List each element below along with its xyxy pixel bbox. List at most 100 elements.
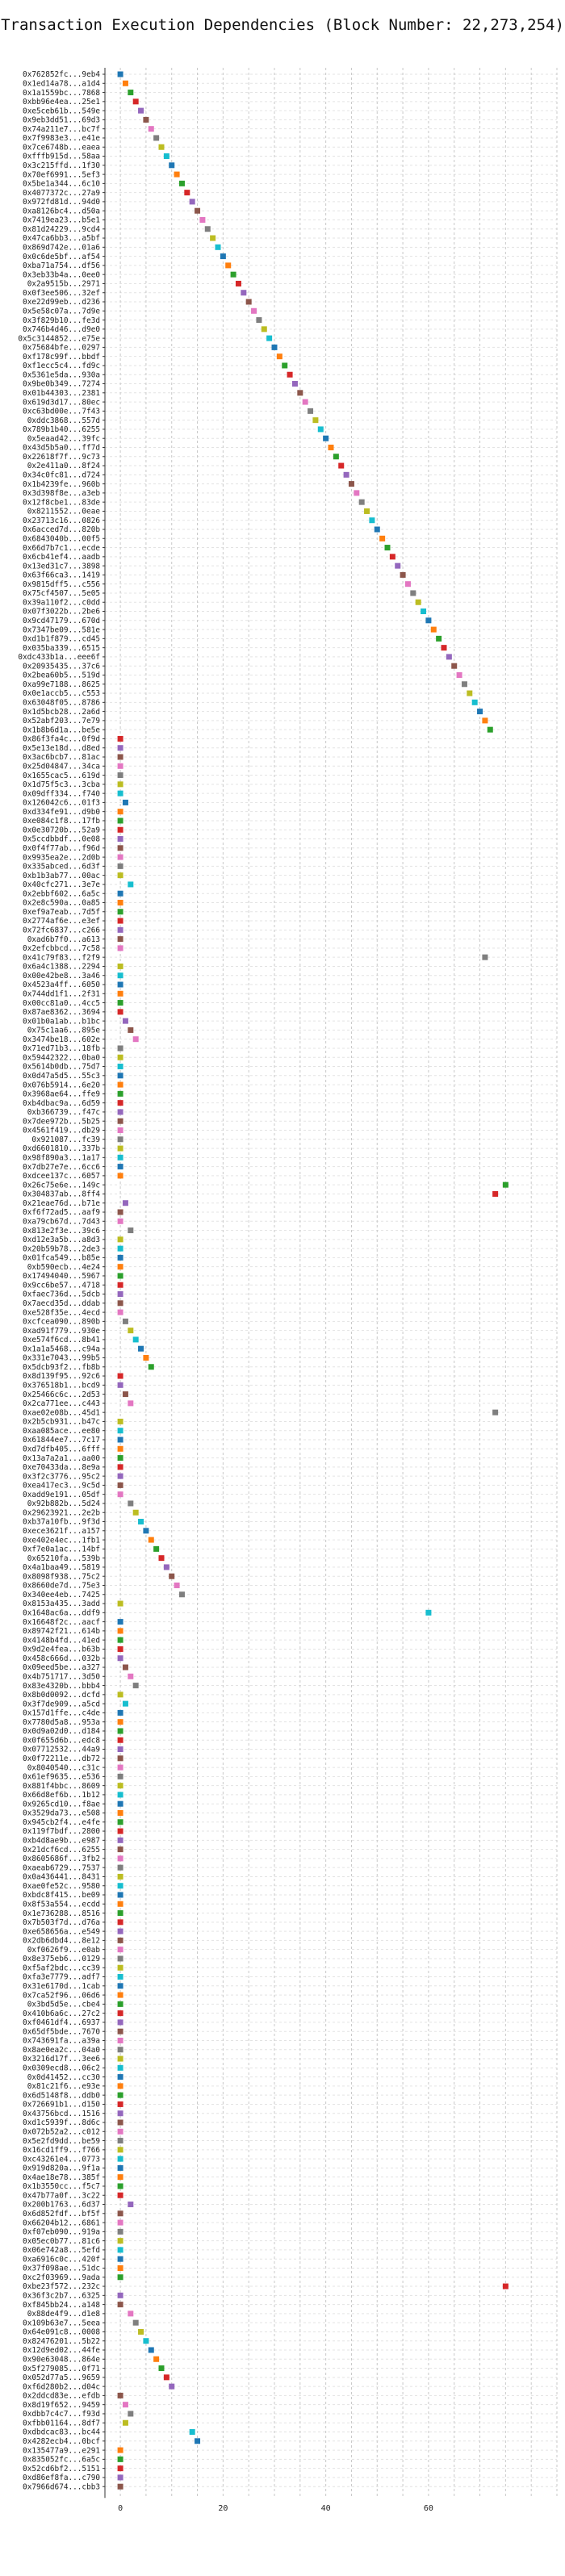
data-point: [117, 1081, 123, 1088]
data-point: [117, 1655, 123, 1662]
y-tick-label: 0xef9a7eab...7d5f: [23, 908, 100, 917]
data-point: [117, 1090, 123, 1097]
data-point: [117, 1800, 123, 1807]
y-tick-label: 0x61844ee7...7c17: [23, 1436, 100, 1445]
data-point: [117, 2228, 123, 2235]
y-tick-label: 0xb1b3ab77...00ac: [23, 872, 100, 880]
data-point: [117, 972, 123, 979]
data-point: [117, 1728, 123, 1734]
data-point: [117, 2083, 123, 2089]
y-tick-label: 0xf6d280b2...d04c: [23, 2382, 100, 2391]
data-point: [117, 1846, 123, 1853]
y-tick-label: 0x2e8c590a...0a85: [23, 899, 100, 908]
chart-title: Transaction Execution Dependencies (Bloc…: [1, 16, 564, 34]
y-tick-label: 0x75684bfe...0297: [23, 344, 100, 353]
data-point: [122, 1700, 128, 1707]
data-point: [117, 2147, 123, 2153]
data-point: [117, 1054, 123, 1060]
data-point: [117, 1245, 123, 1252]
y-tick-label: 0x7db27e7e...6cc6: [23, 1163, 100, 1172]
y-tick-label: 0x6a4c1388...2294: [23, 963, 100, 972]
y-tick-label: 0xea417ec3...9c5d: [23, 1482, 100, 1491]
data-point: [117, 2028, 123, 2034]
y-tick-label: 0x12d9ed02...44fe: [23, 2346, 100, 2355]
y-tick-label: 0x945cb2f4...e4fe: [23, 1818, 100, 1827]
y-tick-label: 0x01b0a1ab...b1bc: [23, 1017, 100, 1026]
y-tick-label: 0xe528f35e...4ecd: [23, 1308, 100, 1317]
data-point: [117, 1300, 123, 1307]
y-tick-label: 0x0e1accb5...c553: [23, 689, 100, 698]
y-tick-label: 0xdc433b1a...eee6f: [18, 653, 100, 662]
y-tick-label: 0xd86ef8fa...c790: [23, 2474, 100, 2482]
data-point: [117, 2047, 123, 2053]
y-tick-label: 0x0309ecd8...06c2: [23, 2064, 100, 2073]
y-tick-label: 0x340ee4eb...7425: [23, 1591, 100, 1600]
data-point: [148, 1364, 154, 1370]
data-point: [117, 2183, 123, 2189]
data-point: [369, 517, 375, 524]
data-point: [266, 335, 273, 341]
data-point: [441, 645, 447, 651]
data-point: [169, 2383, 175, 2390]
y-tick-label: 0x5c3144852...e75e: [18, 334, 100, 343]
y-tick-label: 0xe5ceb61b...549e: [23, 107, 100, 115]
y-tick-label: 0x8153a435...3add: [23, 1600, 100, 1608]
y-tick-label: 0xd1c5939f...8d6c: [23, 2118, 100, 2127]
data-point: [117, 1491, 123, 1498]
data-point: [117, 1773, 123, 1779]
y-tick-label: 0x29623921...2e2b: [23, 1508, 100, 1517]
x-tick-label: 60: [424, 2504, 433, 2513]
data-point: [132, 1509, 139, 1516]
y-tick-label: 0x919d820a...9f1a: [23, 2164, 100, 2173]
data-point: [117, 1309, 123, 1315]
data-point: [138, 2328, 144, 2335]
data-point: [477, 709, 483, 715]
data-point: [410, 590, 416, 596]
data-point: [117, 1291, 123, 1298]
y-tick-label: 0xc43261e4...0773: [23, 2155, 100, 2164]
y-tick-label: 0x8605686f...3fb2: [23, 1855, 100, 1863]
data-point: [117, 1136, 123, 1143]
y-tick-label: 0x05ec0b77...81c6: [23, 2237, 100, 2246]
data-point: [245, 299, 252, 305]
y-tick-label: 0xaa085ace...ee80: [23, 1427, 100, 1436]
y-tick-label: 0x376518b1...bcd9: [23, 1382, 100, 1390]
y-tick-label: 0xf0626f9...e0ab: [27, 1946, 101, 1955]
y-tick-label: 0x1648ac6a...ddf9: [23, 1609, 100, 1618]
y-tick-label: 0x4282ecb4...0bcf: [23, 2437, 100, 2446]
y-tick-label: 0x6d5148f8...ddb0: [23, 2091, 100, 2100]
y-tick-label: 0xe70433da...8e9a: [23, 1463, 100, 1472]
data-point: [195, 2438, 201, 2444]
grid-lines: [105, 68, 558, 2499]
data-point: [132, 98, 139, 105]
data-point: [117, 2110, 123, 2117]
data-point: [487, 726, 493, 733]
y-tick-label: 0xbdc8f415...be09: [23, 1891, 100, 1900]
data-point: [128, 90, 134, 96]
y-tick-label: 0xf07eb090...919a: [23, 2228, 100, 2237]
y-tick-label: 0xc2f03969...9ada: [23, 2273, 100, 2282]
y-tick-label: 0x2b5cb931...b47c: [23, 1418, 100, 1427]
y-tick-label: 0x1d5bcb28...2a6d: [23, 708, 100, 717]
y-tick-label: 0x3eb33b4a...0ee0: [23, 270, 100, 279]
data-point: [117, 1064, 123, 1070]
y-tick-label: 0x410b6a6c...27c2: [23, 2009, 100, 2018]
data-point: [117, 772, 123, 779]
data-point: [461, 681, 467, 688]
y-tick-label: 0xae0fe52c...9580: [23, 1882, 100, 1891]
data-point: [456, 671, 462, 678]
y-tick-label: 0xba71a754...df56: [23, 261, 100, 270]
data-point: [117, 909, 123, 915]
y-tick-label: 0x13ed31c7...3898: [23, 562, 100, 571]
data-point: [482, 717, 488, 724]
data-points: [117, 71, 508, 2490]
y-tick-label: 0x052d77a5...9659: [23, 2373, 100, 2382]
data-point: [235, 280, 241, 286]
y-tick-label: 0x8e375eb6...0129: [23, 1955, 100, 1963]
y-tick-label: 0x8d19f652...9459: [23, 2401, 100, 2410]
data-point: [282, 362, 288, 369]
data-point: [117, 2302, 123, 2308]
data-point: [153, 135, 160, 141]
y-tick-label: 0xa99e7188...8625: [23, 680, 100, 689]
